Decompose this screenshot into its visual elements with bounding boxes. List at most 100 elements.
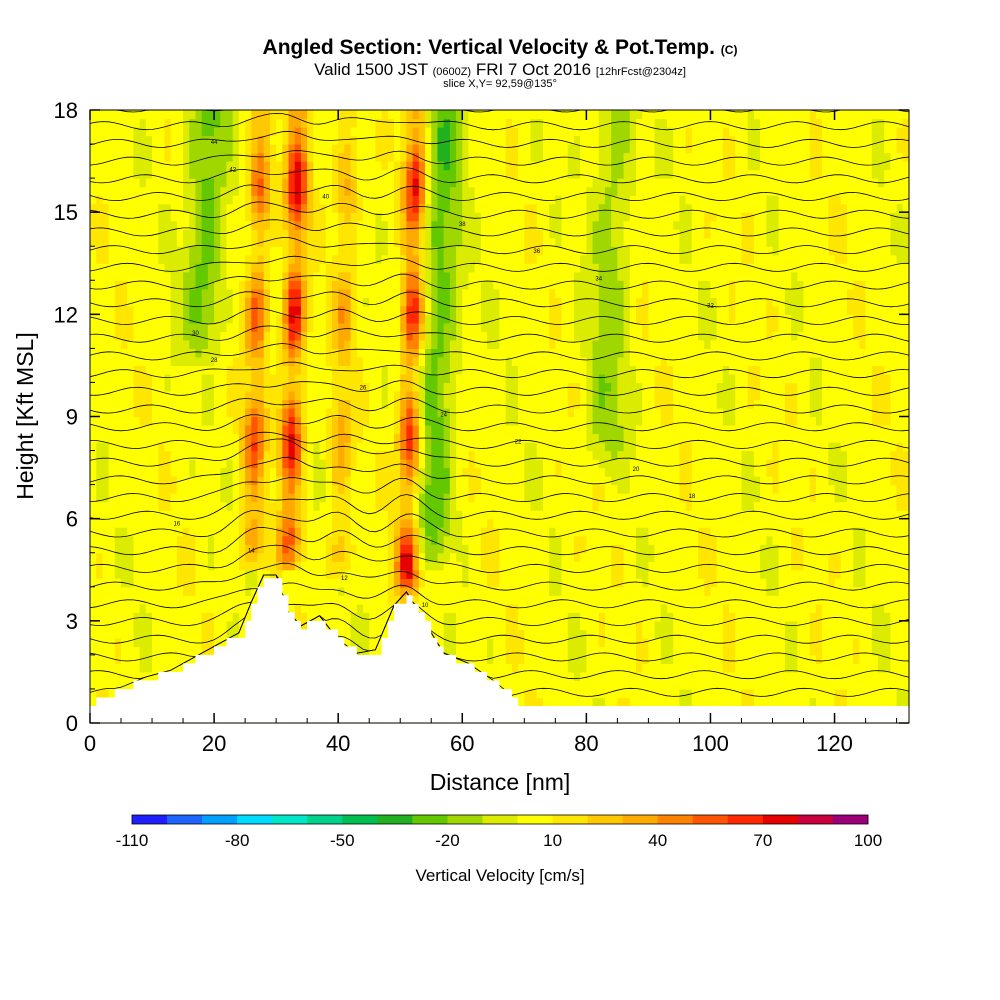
velocity-cell bbox=[108, 280, 116, 290]
velocity-cell bbox=[499, 433, 507, 443]
velocity-cell bbox=[108, 246, 116, 256]
velocity-cell bbox=[164, 501, 172, 511]
velocity-cell bbox=[493, 416, 501, 426]
velocity-cell bbox=[232, 127, 240, 137]
velocity-cell bbox=[381, 552, 389, 562]
velocity-cell bbox=[158, 390, 166, 401]
velocity-cell bbox=[363, 220, 370, 230]
velocity-cell bbox=[431, 595, 439, 605]
velocity-cell bbox=[276, 144, 283, 154]
velocity-cell bbox=[288, 595, 296, 605]
velocity-cell bbox=[499, 144, 507, 154]
velocity-cell bbox=[381, 416, 389, 426]
velocity-cell bbox=[195, 586, 203, 596]
velocity-cell bbox=[474, 144, 482, 154]
velocity-cell bbox=[487, 144, 494, 154]
velocity-cell bbox=[170, 425, 178, 435]
velocity-cell bbox=[251, 459, 259, 469]
velocity-cell bbox=[108, 620, 116, 630]
velocity-cell bbox=[344, 356, 352, 367]
velocity-cell bbox=[412, 339, 420, 349]
velocity-cell bbox=[437, 578, 445, 588]
velocity-cell bbox=[133, 416, 141, 426]
velocity-cell bbox=[164, 527, 172, 537]
velocity-cell bbox=[331, 425, 339, 435]
velocity-cell bbox=[114, 569, 122, 579]
velocity-cell bbox=[139, 144, 147, 154]
velocity-cell bbox=[201, 586, 209, 596]
velocity-cell bbox=[176, 510, 184, 520]
velocity-cell bbox=[195, 297, 203, 307]
velocity-cell bbox=[152, 578, 159, 588]
velocity-cell bbox=[462, 407, 470, 418]
velocity-cell bbox=[511, 127, 519, 137]
velocity-cell bbox=[294, 373, 302, 384]
velocity-cell bbox=[226, 459, 234, 469]
velocity-cell bbox=[263, 229, 271, 239]
velocity-cell bbox=[282, 561, 290, 571]
velocity-cell bbox=[394, 416, 401, 426]
velocity-cell bbox=[331, 586, 339, 596]
velocity-cell bbox=[338, 220, 345, 230]
velocity-cell bbox=[300, 484, 308, 494]
velocity-cell bbox=[220, 518, 228, 528]
velocity-cell bbox=[462, 314, 470, 324]
velocity-cell bbox=[356, 246, 364, 256]
velocity-cell bbox=[214, 637, 221, 647]
velocity-cell bbox=[505, 373, 513, 384]
velocity-cell bbox=[189, 356, 197, 367]
velocity-cell bbox=[437, 510, 445, 520]
velocity-cell bbox=[394, 118, 401, 128]
velocity-cell bbox=[406, 314, 414, 324]
velocity-cell bbox=[238, 459, 246, 469]
velocity-cell bbox=[226, 612, 234, 622]
velocity-cell bbox=[226, 237, 234, 247]
velocity-cell bbox=[158, 484, 166, 494]
velocity-cell bbox=[449, 348, 457, 358]
velocity-cell bbox=[468, 237, 476, 247]
velocity-cell bbox=[238, 305, 246, 315]
velocity-cell bbox=[319, 237, 327, 247]
velocity-cell bbox=[294, 186, 302, 196]
velocity-cell bbox=[189, 390, 197, 401]
velocity-cell bbox=[232, 254, 240, 264]
velocity-cell bbox=[158, 356, 166, 367]
velocity-cell bbox=[145, 612, 153, 622]
velocity-cell bbox=[263, 433, 271, 443]
velocity-cell bbox=[449, 212, 457, 222]
velocity-cell bbox=[412, 467, 420, 477]
velocity-cell bbox=[356, 339, 364, 349]
velocity-cell bbox=[220, 161, 228, 171]
velocity-cell bbox=[183, 612, 190, 622]
velocity-cell bbox=[152, 382, 159, 392]
velocity-cell bbox=[164, 552, 172, 562]
velocity-cell bbox=[437, 569, 445, 579]
velocity-cell bbox=[350, 416, 358, 426]
velocity-cell bbox=[300, 527, 308, 537]
velocity-cell bbox=[418, 271, 426, 281]
velocity-cell bbox=[480, 637, 488, 647]
velocity-cell bbox=[251, 339, 259, 349]
velocity-cell bbox=[114, 399, 122, 409]
velocity-cell bbox=[505, 637, 513, 647]
velocity-cell bbox=[480, 459, 488, 469]
velocity-cell bbox=[350, 629, 358, 639]
velocity-cell bbox=[313, 518, 321, 528]
velocity-cell bbox=[263, 569, 271, 579]
velocity-cell bbox=[269, 305, 277, 315]
velocity-cell bbox=[313, 578, 321, 588]
velocity-cell bbox=[350, 425, 358, 435]
velocity-cell bbox=[226, 152, 234, 162]
velocity-cell bbox=[108, 416, 116, 426]
velocity-cell bbox=[319, 305, 327, 315]
velocity-cell bbox=[257, 390, 265, 401]
velocity-cell bbox=[474, 493, 482, 503]
velocity-cell bbox=[133, 263, 141, 273]
velocity-cell bbox=[108, 263, 116, 273]
velocity-cell bbox=[90, 467, 97, 477]
velocity-cell bbox=[331, 195, 339, 205]
velocity-cell bbox=[319, 212, 327, 222]
velocity-cell bbox=[251, 186, 259, 196]
velocity-cell bbox=[207, 263, 215, 273]
velocity-cell bbox=[387, 186, 395, 196]
